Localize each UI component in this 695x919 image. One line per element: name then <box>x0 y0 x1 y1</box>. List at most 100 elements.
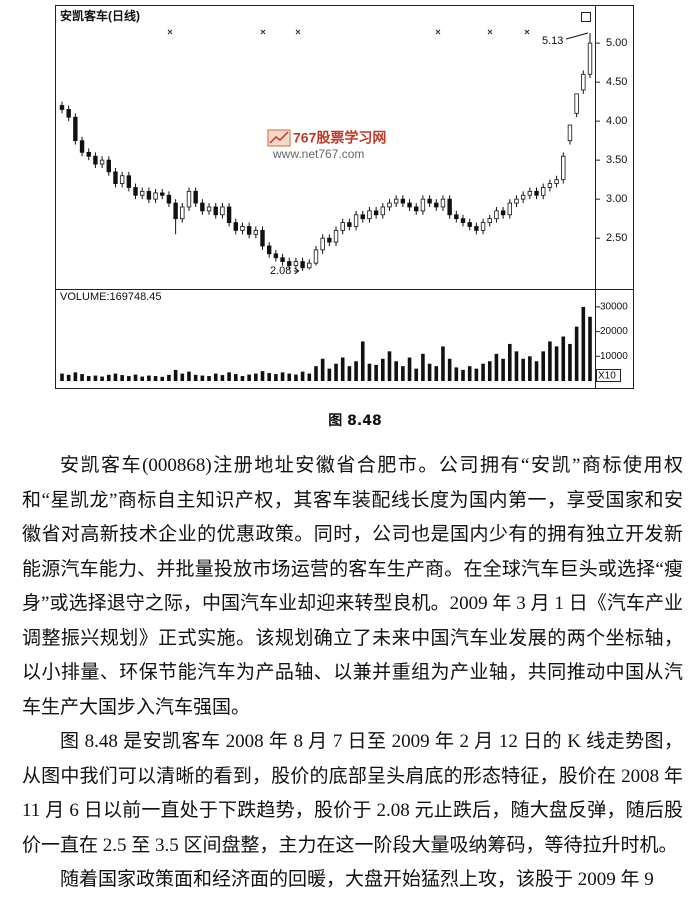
candle-body <box>186 190 192 208</box>
candle-body <box>220 206 225 216</box>
candle-body <box>340 222 345 231</box>
candle-body <box>140 190 145 196</box>
volume-bar <box>200 375 205 381</box>
candle-body <box>213 206 218 216</box>
candle-body <box>487 218 492 223</box>
candle-body <box>373 210 379 216</box>
candle-body <box>400 198 406 204</box>
volume-bar <box>106 374 111 381</box>
volume-bar <box>227 372 231 381</box>
candle-body <box>73 116 78 142</box>
annotation-arrow <box>565 32 589 40</box>
volume-bar <box>427 363 432 381</box>
volume-bar <box>501 358 505 381</box>
volume-bar <box>528 356 532 381</box>
annotation-arrow <box>294 267 300 275</box>
volume-bar <box>574 326 579 381</box>
volume-bar <box>561 336 566 381</box>
candle-body <box>146 190 152 200</box>
candle-body <box>300 261 305 269</box>
candle-body <box>500 210 506 216</box>
candle-body <box>360 214 365 220</box>
candle-body <box>106 159 111 173</box>
candle-body <box>133 187 138 196</box>
candle-body <box>99 159 105 165</box>
volume-bar <box>474 368 479 381</box>
candle-body <box>460 218 466 223</box>
volume-bar <box>120 375 124 381</box>
volume-bar <box>220 375 225 381</box>
volume-bar <box>407 357 412 381</box>
volume-bar <box>320 358 325 381</box>
candle-body <box>280 257 285 262</box>
candle-body <box>307 262 312 269</box>
volume-bar <box>167 374 171 381</box>
volume-bar <box>280 372 285 381</box>
volume-bar <box>307 373 312 381</box>
candle-body <box>327 237 332 243</box>
volume-bar <box>514 351 519 381</box>
volume-bar <box>360 341 365 381</box>
volume-bar <box>153 376 158 381</box>
paragraph: 图 8.48 是安凯客车 2008 年 8 月 7 日至 2009 年 2 月 … <box>22 731 683 856</box>
volume-bar <box>494 353 499 381</box>
volume-bar <box>507 343 512 381</box>
candle-body <box>253 229 259 235</box>
candle-body <box>266 245 272 255</box>
candle-body <box>173 202 178 220</box>
candle-body <box>166 194 172 204</box>
candle-body <box>367 210 372 220</box>
volume-bar <box>193 374 198 381</box>
candle-body <box>414 206 419 212</box>
candle-body <box>313 249 319 264</box>
candle-body <box>587 42 593 75</box>
unit-box <box>596 369 621 382</box>
volume-bar <box>173 369 178 381</box>
volume-bar <box>254 373 258 381</box>
frame <box>55 5 634 389</box>
candle-body <box>59 105 65 110</box>
volume-bar <box>588 316 592 381</box>
figure: 安凯客车(日线) VOLUME:169748.45 X10 767股票学习网 w… <box>55 5 634 429</box>
markers <box>167 29 530 35</box>
candle-body <box>353 214 359 227</box>
volume-bar <box>554 346 559 381</box>
candle-body <box>260 229 265 247</box>
watermark-logo <box>267 129 291 147</box>
volume-bar <box>581 306 586 381</box>
volume-bar <box>60 373 64 381</box>
volume-bar <box>387 351 392 381</box>
volume-bar <box>207 376 211 381</box>
candle-body <box>119 175 125 184</box>
volume-bar <box>487 361 492 381</box>
volume-bar <box>260 371 265 381</box>
volume-bar <box>274 374 278 381</box>
volume-bar <box>534 361 539 381</box>
candle-body <box>126 175 132 188</box>
candle-body <box>233 222 238 231</box>
volume-bar <box>340 357 345 381</box>
candle-body <box>153 192 158 200</box>
candle-body <box>86 151 91 157</box>
volume-bar <box>66 374 71 381</box>
volume-bar <box>180 373 185 381</box>
candle-body <box>520 194 526 200</box>
candle-body <box>206 206 212 212</box>
paragraph: 安凯客车(000868)注册地址安徽省合肥市。公司拥有“安凯”商标使用权和“星凯… <box>22 455 683 718</box>
candle-body <box>434 202 439 208</box>
chart-title: 安凯客车(日线) <box>60 8 140 23</box>
volume-bar <box>240 376 245 381</box>
candle-body <box>79 140 85 153</box>
volume-bar <box>454 367 459 381</box>
candle-body <box>547 183 553 188</box>
volume-bar <box>394 361 398 381</box>
volume-bar <box>233 374 238 381</box>
candle-body <box>534 190 539 196</box>
candle-body <box>287 261 292 266</box>
candle-body <box>494 210 499 220</box>
candle-body <box>467 222 472 227</box>
candle-body <box>427 198 432 204</box>
volume-bar <box>347 366 352 381</box>
volume-bar <box>113 373 118 381</box>
y-tick-label: 4.50 <box>606 76 627 88</box>
